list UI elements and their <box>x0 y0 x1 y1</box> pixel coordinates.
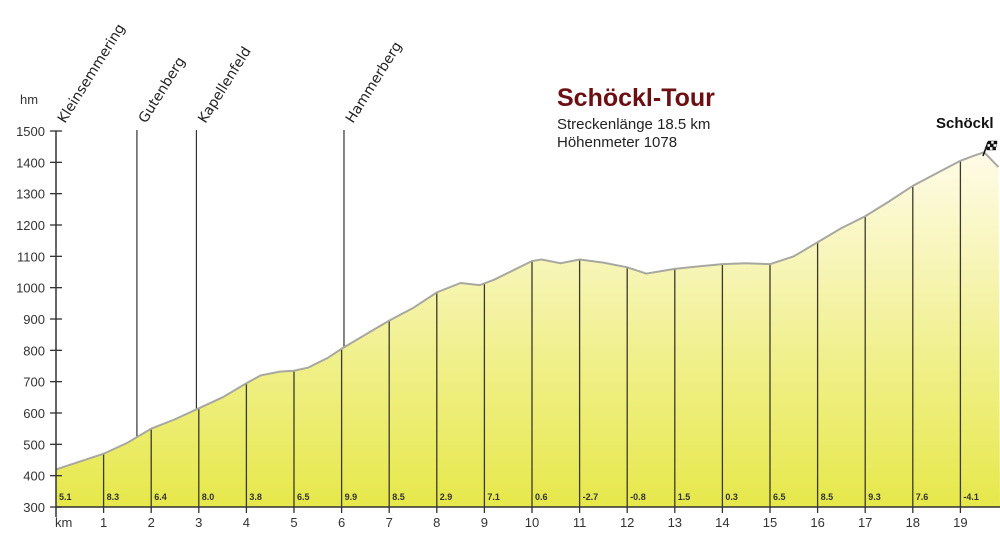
x-axis-unit-label: km <box>55 515 72 530</box>
x-tick-label: 11 <box>573 515 587 530</box>
km-gridlines <box>102 160 962 507</box>
flag-square <box>992 146 996 151</box>
x-tick-label: 10 <box>525 515 539 530</box>
y-tick-label: 1200 <box>16 218 45 233</box>
flag-square <box>990 143 994 148</box>
x-tick-label: 3 <box>195 515 202 530</box>
flag-square <box>987 140 992 145</box>
flag-square <box>993 140 998 145</box>
flag-square <box>986 146 990 151</box>
x-tick-label: 6 <box>338 515 345 530</box>
x-tick-label: 8 <box>433 515 440 530</box>
gradient-label: 2.9 <box>440 492 453 502</box>
gradient-label: 5.1 <box>59 492 72 502</box>
gradient-label: 6.5 <box>297 492 310 502</box>
waypoint-label: Hammerberg <box>343 39 406 126</box>
y-tick-label: 300 <box>23 500 45 515</box>
x-tick-label: 2 <box>148 515 155 530</box>
waypoint-label: Kleinsemmering <box>55 21 129 126</box>
chart-title: Schöckl-Tour <box>557 84 715 112</box>
gradient-labels: 5.1 8.3 6.4 8.0 3.8 6.5 9.9 8.5 2.9 7.1 0.6 -2.7 -0.… <box>59 492 979 502</box>
waypoint-labels: Kleinsemmering Gutenberg Kapellenfeld Hamme… <box>55 21 406 126</box>
flag-square <box>990 140 995 145</box>
waypoint-markers <box>136 130 345 438</box>
flag-square <box>989 146 993 151</box>
flag-square <box>993 143 997 148</box>
x-tick-label: 13 <box>668 515 682 530</box>
waypoint-label: Kapellenfeld <box>195 44 254 126</box>
gradient-label: 0.3 <box>725 492 738 502</box>
y-tick-label: 1500 <box>16 124 45 139</box>
gradient-label: 3.8 <box>249 492 262 502</box>
elevation-gain: Höhenmeter 1078 <box>557 134 678 151</box>
y-tick-label: 1300 <box>16 187 45 202</box>
x-tick-label: 4 <box>243 515 250 530</box>
gradient-label: -2.7 <box>583 492 599 502</box>
gradient-label: 9.3 <box>868 492 881 502</box>
x-tick-label: 16 <box>810 515 824 530</box>
x-tick-label: 19 <box>953 515 967 530</box>
y-tick-label: 1100 <box>17 249 45 264</box>
gradient-label: 0.6 <box>535 492 548 502</box>
gradient-label: -0.8 <box>630 492 646 502</box>
flag-pole <box>982 141 989 157</box>
x-tick-label: 15 <box>763 515 777 530</box>
profile-line <box>55 151 1000 471</box>
waypoint-label: Gutenberg <box>136 54 189 126</box>
gradient-label: 7.1 <box>487 492 500 502</box>
x-tick-label: 1 <box>100 515 107 530</box>
y-tick-label: 1400 <box>16 155 45 170</box>
y-tick-label: 500 <box>23 437 45 452</box>
gradient-label: 7.6 <box>916 492 929 502</box>
route-length: Streckenlänge 18.5 km <box>557 116 711 133</box>
x-tick-label: 5 <box>290 515 297 530</box>
summit-label: Schöckl <box>936 115 994 132</box>
y-axis-unit-label: hm <box>20 92 38 107</box>
gradient-label: 8.5 <box>821 492 834 502</box>
y-tick-label: 700 <box>23 375 45 390</box>
y-tick-label: 1000 <box>16 281 45 296</box>
elevation-fill <box>56 152 1000 508</box>
x-tick-label: 7 <box>386 515 393 530</box>
x-tick-label: 18 <box>906 515 920 530</box>
gradient-label: 8.3 <box>107 492 120 502</box>
elevation-area <box>56 152 1000 508</box>
gradient-label: 6.4 <box>154 492 167 502</box>
gradient-label: 8.5 <box>392 492 405 502</box>
gradient-label: 8.0 <box>202 492 215 502</box>
x-tick-label: 9 <box>481 515 488 530</box>
gradient-label: 9.9 <box>345 492 358 502</box>
y-tick-label: 800 <box>23 343 45 358</box>
y-tick-label: 600 <box>23 406 45 421</box>
profile-outline <box>55 151 1000 471</box>
y-tick-label: 900 <box>23 312 45 327</box>
gradient-label: 1.5 <box>678 492 691 502</box>
flag-square <box>987 143 991 148</box>
x-axis: 1 2 3 4 5 6 7 8 9 10 11 12 13 14 15 16 17 18 19 <box>56 506 1000 530</box>
gradient-label: 6.5 <box>773 492 786 502</box>
x-tick-label: 12 <box>620 515 634 530</box>
y-axis: 300 400 500 600 700 800 900 1000 1100 1200 1300 140… <box>16 124 62 517</box>
x-tick-label: 14 <box>715 515 729 530</box>
checkered-flag-icon <box>982 140 998 157</box>
y-tick-label: 400 <box>23 469 45 484</box>
gradient-label: -4.1 <box>963 492 979 502</box>
x-tick-label: 17 <box>858 515 872 530</box>
